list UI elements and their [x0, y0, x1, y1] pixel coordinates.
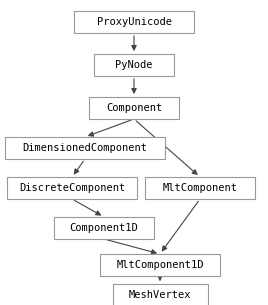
Text: Component1D: Component1D	[70, 223, 138, 233]
Text: Component: Component	[106, 103, 162, 113]
FancyBboxPatch shape	[100, 254, 220, 276]
Text: MltComponent: MltComponent	[162, 183, 237, 193]
FancyBboxPatch shape	[74, 11, 194, 33]
FancyBboxPatch shape	[89, 97, 179, 119]
Text: DimensionedComponent: DimensionedComponent	[23, 143, 147, 153]
Text: DiscreteComponent: DiscreteComponent	[19, 183, 125, 193]
Text: PyNode: PyNode	[115, 60, 153, 70]
FancyBboxPatch shape	[7, 177, 137, 199]
Text: MltComponent1D: MltComponent1D	[116, 260, 204, 270]
FancyBboxPatch shape	[54, 217, 154, 239]
Text: ProxyUnicode: ProxyUnicode	[96, 17, 172, 27]
Text: MeshVertex: MeshVertex	[129, 290, 191, 300]
FancyBboxPatch shape	[94, 54, 174, 76]
FancyBboxPatch shape	[145, 177, 255, 199]
FancyBboxPatch shape	[5, 137, 165, 159]
FancyBboxPatch shape	[113, 284, 207, 305]
